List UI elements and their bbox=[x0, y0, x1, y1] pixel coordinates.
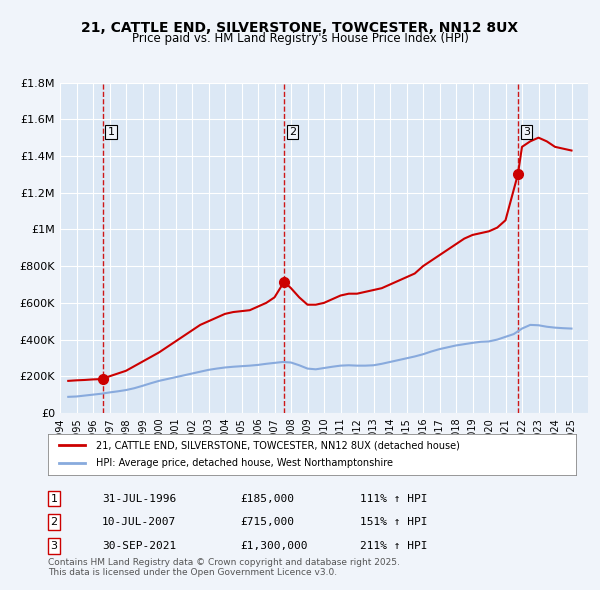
Text: 1: 1 bbox=[50, 494, 58, 503]
Text: HPI: Average price, detached house, West Northamptonshire: HPI: Average price, detached house, West… bbox=[95, 458, 392, 468]
Text: 1: 1 bbox=[107, 127, 115, 137]
Text: Price paid vs. HM Land Registry's House Price Index (HPI): Price paid vs. HM Land Registry's House … bbox=[131, 32, 469, 45]
Text: 3: 3 bbox=[50, 541, 58, 550]
Text: £715,000: £715,000 bbox=[240, 517, 294, 527]
Text: 21, CATTLE END, SILVERSTONE, TOWCESTER, NN12 8UX: 21, CATTLE END, SILVERSTONE, TOWCESTER, … bbox=[82, 21, 518, 35]
Text: 151% ↑ HPI: 151% ↑ HPI bbox=[360, 517, 427, 527]
Text: 2: 2 bbox=[289, 127, 296, 137]
Text: £1,300,000: £1,300,000 bbox=[240, 541, 308, 550]
Text: 111% ↑ HPI: 111% ↑ HPI bbox=[360, 494, 427, 503]
Text: £185,000: £185,000 bbox=[240, 494, 294, 503]
Text: 3: 3 bbox=[523, 127, 530, 137]
Text: 211% ↑ HPI: 211% ↑ HPI bbox=[360, 541, 427, 550]
Text: 30-SEP-2021: 30-SEP-2021 bbox=[102, 541, 176, 550]
Text: 2: 2 bbox=[50, 517, 58, 527]
Text: 31-JUL-1996: 31-JUL-1996 bbox=[102, 494, 176, 503]
Text: 10-JUL-2007: 10-JUL-2007 bbox=[102, 517, 176, 527]
Text: Contains HM Land Registry data © Crown copyright and database right 2025.
This d: Contains HM Land Registry data © Crown c… bbox=[48, 558, 400, 577]
Text: 21, CATTLE END, SILVERSTONE, TOWCESTER, NN12 8UX (detached house): 21, CATTLE END, SILVERSTONE, TOWCESTER, … bbox=[95, 440, 460, 450]
